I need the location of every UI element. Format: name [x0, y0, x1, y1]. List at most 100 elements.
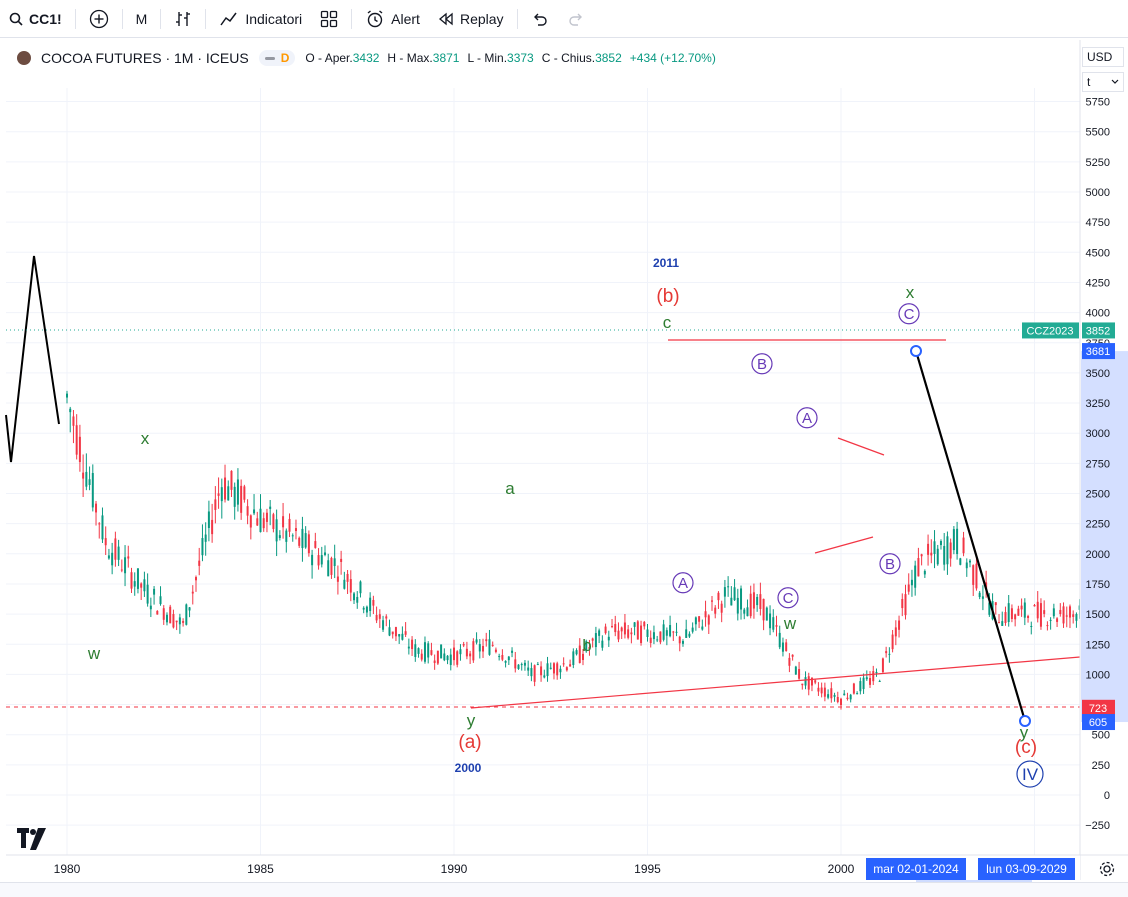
candle-body: [188, 607, 191, 611]
candle-body: [501, 654, 504, 660]
change-value: +434 (+12.70%): [629, 51, 716, 65]
candle-body: [1010, 608, 1013, 619]
candle-body: [185, 604, 188, 625]
candle-body: [275, 519, 278, 542]
candle-body: [720, 603, 723, 613]
candle-body: [617, 630, 620, 640]
interval-button[interactable]: M: [127, 0, 157, 38]
legend-title[interactable]: COCOA FUTURES · 1M · ICEUS: [41, 50, 249, 66]
price-tick-label: 2500: [1086, 489, 1110, 501]
candle-body: [233, 486, 236, 507]
interval-label: M: [135, 10, 148, 27]
projection-start-handle: [910, 345, 922, 357]
undo-button[interactable]: [522, 0, 558, 38]
candle-body: [746, 607, 749, 617]
candle-body: [659, 631, 662, 643]
currency-select[interactable]: USD: [1082, 47, 1124, 67]
candle-body: [975, 563, 978, 589]
candle-body: [1052, 608, 1055, 617]
candle-body: [585, 641, 588, 652]
candle-body: [330, 557, 333, 575]
time-tag-label: lun 03-09-2029: [986, 862, 1067, 876]
wave-a-red-label: (a): [458, 732, 481, 753]
candle-body: [981, 596, 984, 599]
candle-body: [778, 632, 781, 648]
candle-body: [872, 671, 875, 682]
drawings-layer: [5, 255, 1081, 727]
wave-x2-label: x: [906, 283, 915, 302]
candle-body: [95, 503, 98, 513]
scale-select[interactable]: t: [1082, 72, 1124, 92]
candle-body: [269, 506, 272, 509]
candle-body: [972, 565, 975, 585]
candle-body: [191, 591, 194, 594]
candle-body: [914, 565, 917, 588]
indicators-button[interactable]: Indicatori: [210, 0, 311, 38]
candle-body: [488, 639, 491, 655]
candle-body: [1033, 604, 1036, 607]
toolbar-divider: [74, 8, 76, 29]
candle-body: [178, 617, 181, 625]
wave-w2-label: w: [783, 614, 797, 633]
redo-button[interactable]: [558, 0, 594, 38]
price-tag-label: 605: [1089, 717, 1107, 729]
candle-body: [449, 654, 452, 665]
symbol-search-button[interactable]: CC1!: [0, 0, 71, 38]
layouts-button[interactable]: [311, 0, 347, 38]
candle-body: [836, 697, 839, 703]
candle-body: [875, 672, 878, 674]
candle-body: [707, 615, 710, 625]
candle-body: [678, 636, 681, 644]
candle-body: [640, 625, 643, 644]
candle-body: [756, 596, 759, 606]
candle-body: [752, 592, 755, 609]
symbol-tag-bg: [1022, 322, 1079, 339]
candle-body: [936, 548, 939, 565]
price-tag-bg: [1082, 714, 1115, 731]
candle-body: [578, 645, 581, 663]
time-tick-label: 1990: [441, 862, 468, 876]
price-tag-bg: [1082, 322, 1115, 339]
candle-body: [959, 558, 962, 565]
candle-body: [833, 694, 836, 697]
candle-body: [1027, 616, 1030, 618]
candle-body: [520, 664, 523, 666]
candle-body: [1049, 619, 1052, 621]
price-tick-label: 2000: [1086, 549, 1110, 561]
candle-body: [643, 621, 646, 627]
compare-add-button[interactable]: [80, 0, 118, 38]
candle-body: [859, 681, 862, 692]
symbol-label: CC1!: [29, 10, 62, 27]
time-range-highlight: [916, 880, 1032, 883]
candle-body: [507, 656, 510, 661]
candle-body: [910, 579, 913, 586]
data-status-badge[interactable]: D: [258, 50, 296, 66]
candle-body: [614, 624, 617, 633]
candle-body: [1072, 614, 1075, 617]
candle-body: [398, 634, 401, 637]
candle-body: [453, 647, 455, 661]
toolbar-divider: [205, 8, 207, 29]
replay-button[interactable]: Replay: [429, 0, 513, 38]
bars-chart-icon: [176, 11, 191, 26]
candle-body: [988, 602, 991, 615]
candle-body: [620, 627, 623, 632]
toolbar-divider: [351, 8, 353, 29]
candle-body: [482, 645, 485, 652]
gear-icon[interactable]: [1098, 860, 1116, 878]
candle-body: [543, 675, 546, 678]
alert-button[interactable]: Alert: [356, 0, 429, 38]
candle-body: [369, 597, 372, 612]
candle-body: [440, 644, 443, 659]
candle-body: [172, 614, 175, 628]
candle-body: [88, 479, 91, 485]
candle-body: [324, 552, 326, 555]
chart-type-button[interactable]: [165, 0, 201, 38]
candle-body: [291, 535, 294, 537]
toolbar-divider: [121, 8, 123, 29]
candle-body: [162, 608, 165, 620]
candle-body: [120, 569, 123, 571]
bottom-panel-bar: [0, 882, 1128, 897]
triangle-upper-line: [837, 437, 885, 456]
